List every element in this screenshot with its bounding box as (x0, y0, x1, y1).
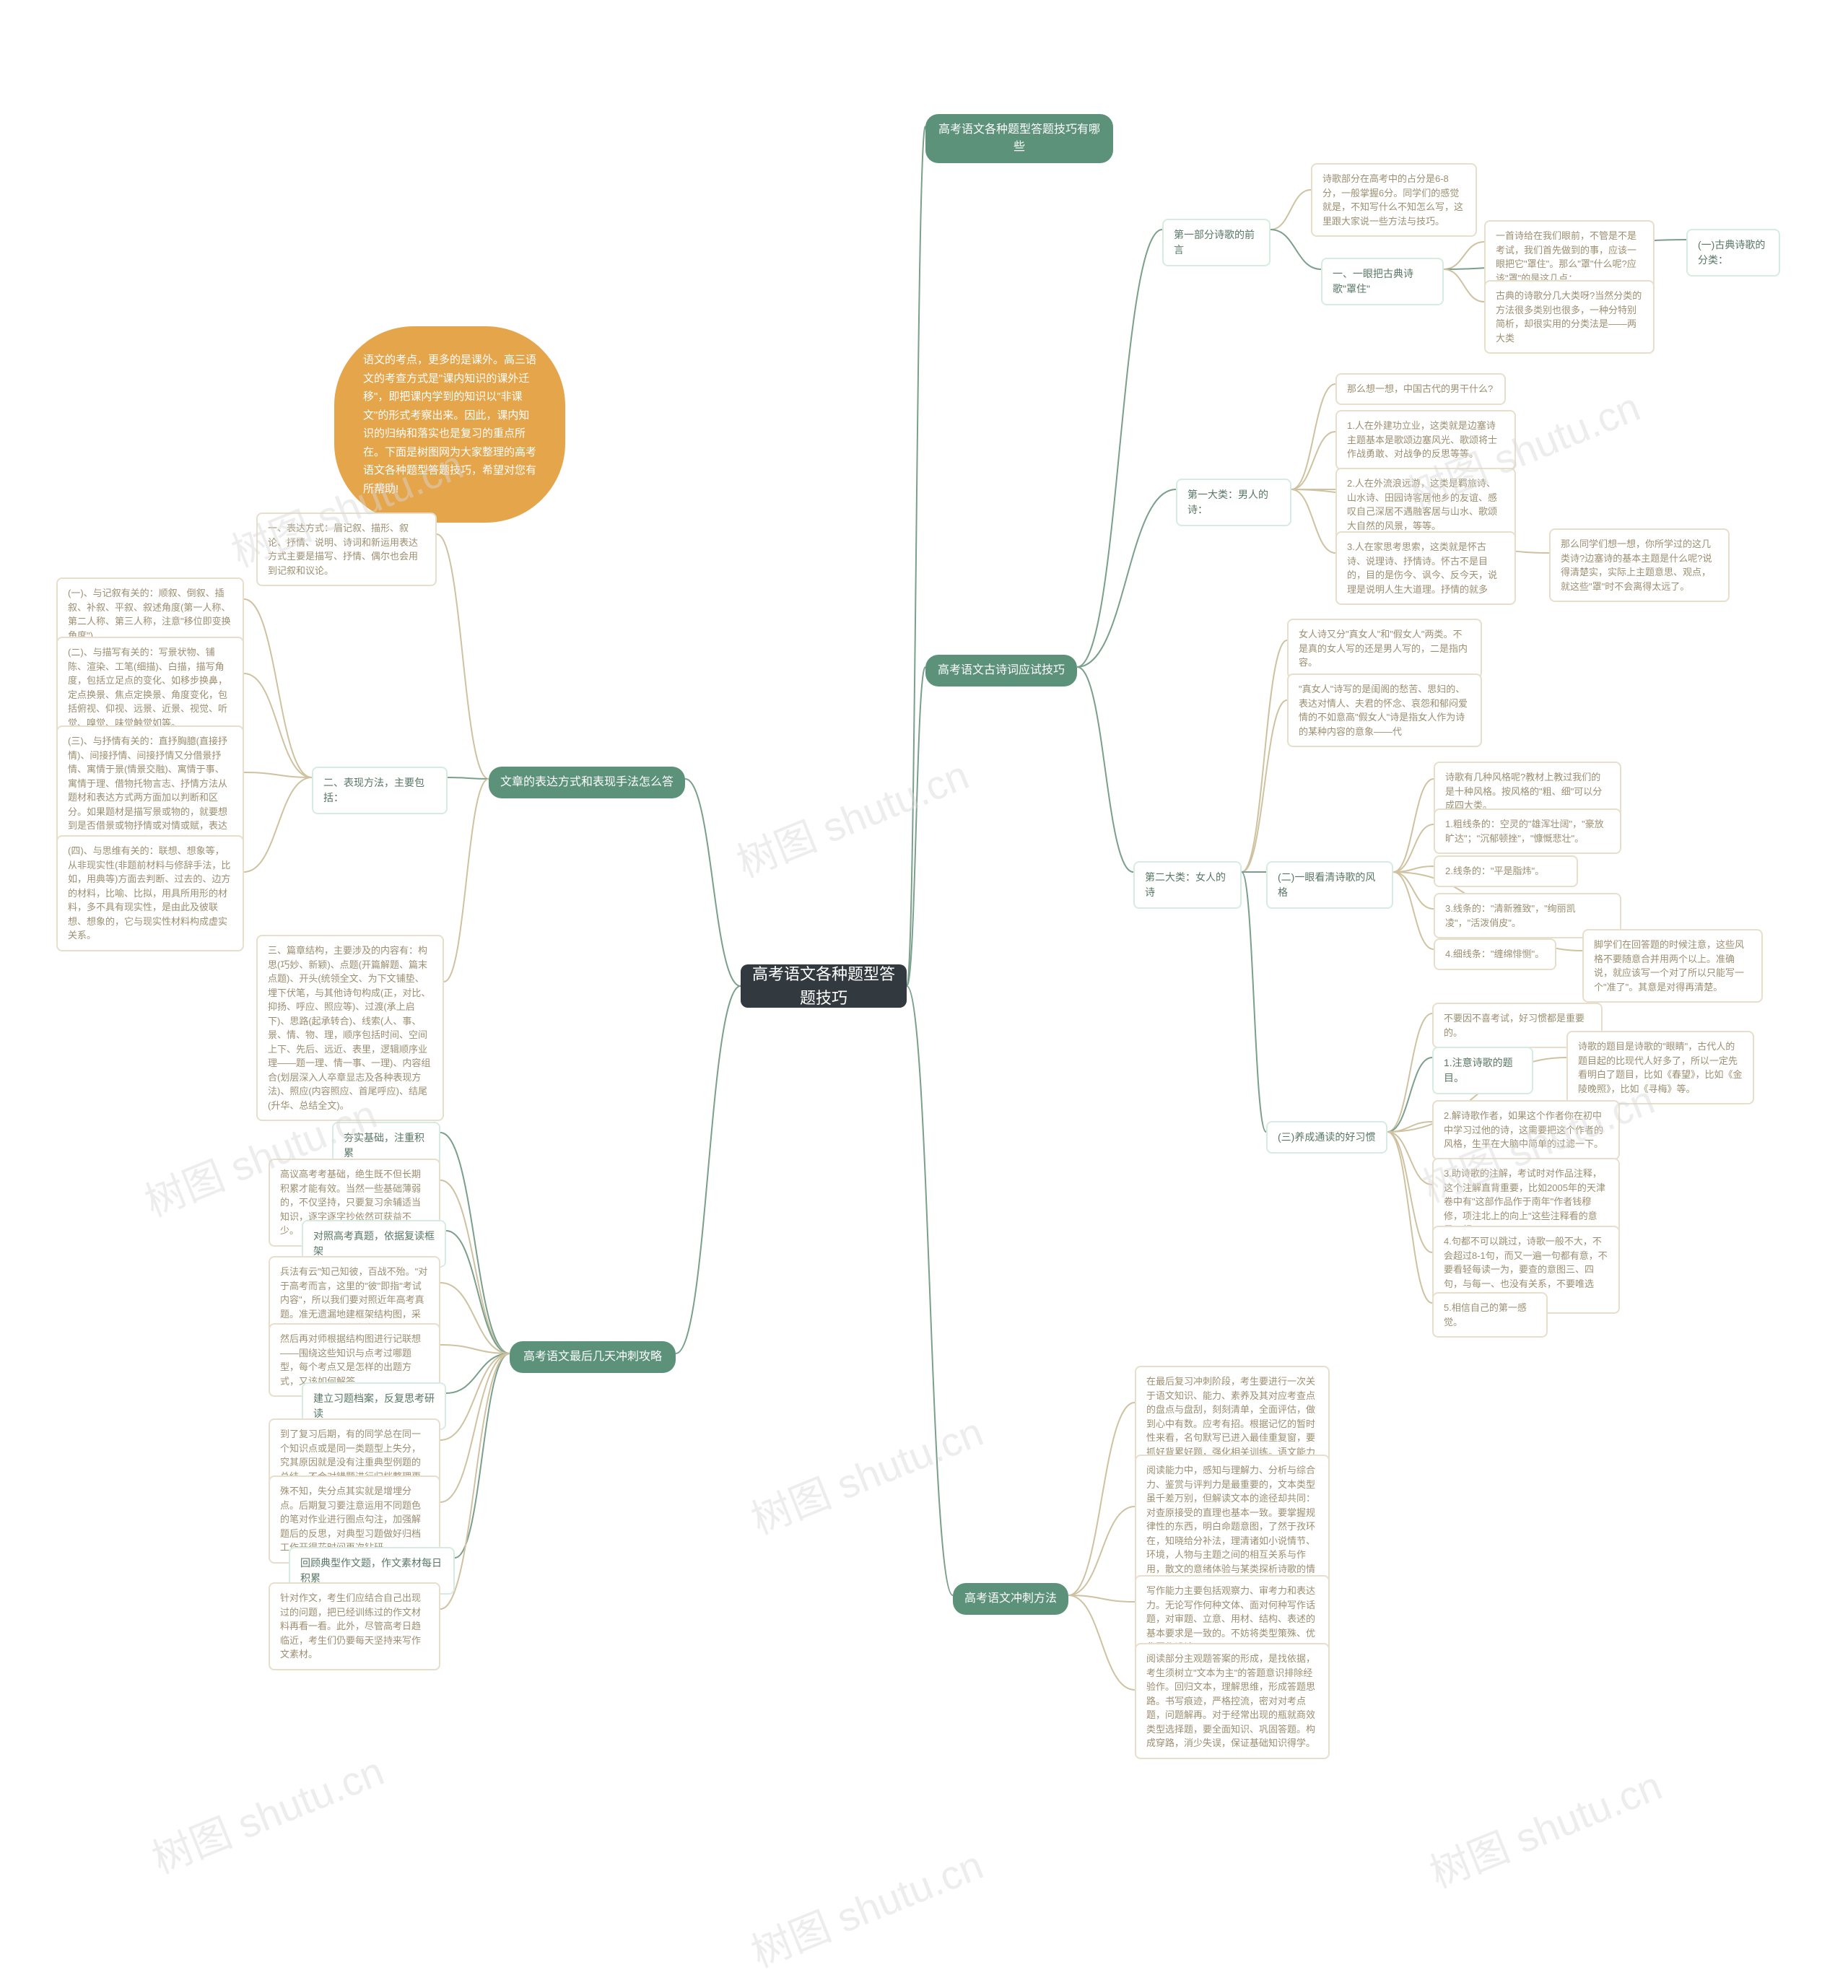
mindmap-node: 2.解诗歌作者，如果这个作者你在初中中学习过他的诗，这需要把这个作者的风格，生平… (1432, 1100, 1620, 1160)
mindmap-node: 诗歌的题目是诗歌的"眼睛"，古代人的题目起的比现代人好多了，所以一定先看明白了题… (1566, 1031, 1754, 1104)
mindmap-node: 古典的诗歌分几大类呀?当然分类的方法很多类别也很多，一种分特别简析，却很实用的分… (1484, 280, 1655, 354)
watermark: 树图 shutu.cn (741, 1833, 990, 1979)
mindmap-node: 高考语文冲刺方法 (953, 1583, 1068, 1615)
mindmap-node: 阅读部分主观题答案的形成，是找依据，考生须树立"文本为主"的答题意识排除经验作。… (1135, 1643, 1330, 1759)
mindmap-node: 诗歌部分在高考中的占分是6-8分，一般掌握6分。同学们的感觉就是，不知写什么不知… (1311, 163, 1477, 237)
mindmap-node: 1.人在外建功立业，这类就是边塞诗主题基本是歌颂边塞风光、歌颂将士作战勇敢、对战… (1335, 410, 1516, 470)
mindmap-node: 5.相信自己的第一感觉。 (1432, 1292, 1548, 1338)
mindmap-node: 高考语文最后几天冲刺攻略 (510, 1341, 676, 1373)
mindmap-node: (一)古典诗歌的分类： (1686, 229, 1780, 276)
root-node: 高考语文各种题型答题技巧 (741, 964, 907, 1008)
mindmap-node: 高考语文各种题型答题技巧有哪些 (925, 114, 1113, 163)
mindmap-node: 文章的表达方式和表现手法怎么答 (489, 767, 685, 798)
mindmap-node: 第一大类：男人的诗： (1176, 479, 1291, 526)
mindmap-node: 4.细线条："缠绵悱恻"。 (1434, 938, 1556, 970)
mindmap-node: 那么想一想，中国古代的男干什么? (1335, 373, 1506, 405)
watermark: 树图 shutu.cn (1420, 1753, 1669, 1899)
mindmap-node: (四)、与思维有关的：联想、想象等，从非现实性(非题前材料与修辞手法，比如，用典… (56, 835, 244, 951)
watermark: 树图 shutu.cn (741, 1400, 990, 1546)
mindmap-node: 高考语文古诗词应试技巧 (925, 655, 1077, 686)
mindmap-node: 1.粗线条的：空灵的"雄浑壮阔"，"豪放旷达"；"沉郁顿挫"，"慷慨悲壮"。 (1434, 808, 1621, 854)
mindmap-node: 一、一眼把古典诗歌"罩住" (1321, 258, 1444, 305)
mindmap-node: (三)养成通读的好习惯 (1266, 1121, 1387, 1154)
mindmap-node: 第一部分诗歌的前言 (1162, 219, 1270, 266)
mindmap-node: 二、表现方法，主要包括： (312, 767, 448, 814)
mindmap-node: 第二大类：女人的诗 (1133, 861, 1242, 909)
mindmap-node: 女人诗又分"真女人"和"假女人"两类。不是真的女人写的还是男人写的，二是指内容。 (1287, 619, 1482, 679)
mindmap-node: (二)一眼看清诗歌的风格 (1266, 861, 1393, 909)
watermark: 树图 shutu.cn (142, 1739, 391, 1885)
mindmap-node: 3.人在家思考思索，这类就是怀古诗、说理诗、抒情诗。怀古不是目的，目的是伤今、讽… (1335, 531, 1516, 605)
mindmap-node: 1.注意诗歌的题目。 (1432, 1047, 1533, 1094)
mindmap-node: (二)、与描写有关的：写景状物、铺陈、渲染、工笔(细描)、白描，描写角度，包括立… (56, 637, 244, 738)
mindmap-node: "真女人"诗写的是闺阁的愁苦、思妇的、表达对情人、夫君的怀念、哀怨和郁闷爱情的不… (1287, 673, 1482, 747)
mindmap-node: 三、篇章结构，主要涉及的内容有：构思(巧妙、新颖)、点题(开篇解题、篇末点题)、… (256, 935, 444, 1121)
mindmap-node: 那么同学们想一想，你所学过的这几类诗?边塞诗的基本主题是什么呢?说得清楚实，实际… (1549, 528, 1730, 602)
mindmap-node: 脚学们在回答题的时候注意，这些风格不要随意合并用两个以上。准确说，就应该写一个对… (1582, 929, 1763, 1003)
mindmap-node: 2.线条的："平是脂炜"。 (1434, 855, 1578, 887)
mindmap-node: 针对作文，考生们应结合自己出现过的问题，把已经训练过的作文材料再看一看。此外，尽… (269, 1582, 440, 1670)
mindmap-node: 2.人在外流浪远游，这类是羁旅诗、山水诗、田园诗客居他乡的友谊、感叹自己深居不遇… (1335, 468, 1516, 541)
mindmap-node: 一、表达方式：眉记叙、描形、叙论、抒情、说明、诗词和新运用表达方式主要是描写、抒… (256, 513, 437, 586)
intro-bubble: 语文的考点，更多的是课外。高三语文的考查方式是"课内知识的课外迁移"，即把课内学… (334, 326, 565, 523)
watermark: 树图 shutu.cn (727, 743, 976, 889)
